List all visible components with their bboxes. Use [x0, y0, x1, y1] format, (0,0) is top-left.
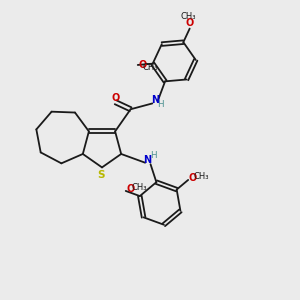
Text: N: N [143, 155, 152, 165]
Text: CH₃: CH₃ [180, 11, 196, 20]
Text: CH₃: CH₃ [142, 63, 158, 72]
Text: H: H [158, 100, 164, 109]
Text: O: O [126, 184, 134, 194]
Text: CH₃: CH₃ [131, 183, 147, 192]
Text: O: O [188, 173, 197, 183]
Text: O: O [186, 18, 194, 28]
Text: H: H [150, 151, 157, 160]
Text: S: S [97, 170, 104, 180]
Text: N: N [151, 95, 159, 105]
Text: CH₃: CH₃ [194, 172, 209, 182]
Text: O: O [112, 93, 120, 103]
Text: O: O [138, 60, 146, 70]
